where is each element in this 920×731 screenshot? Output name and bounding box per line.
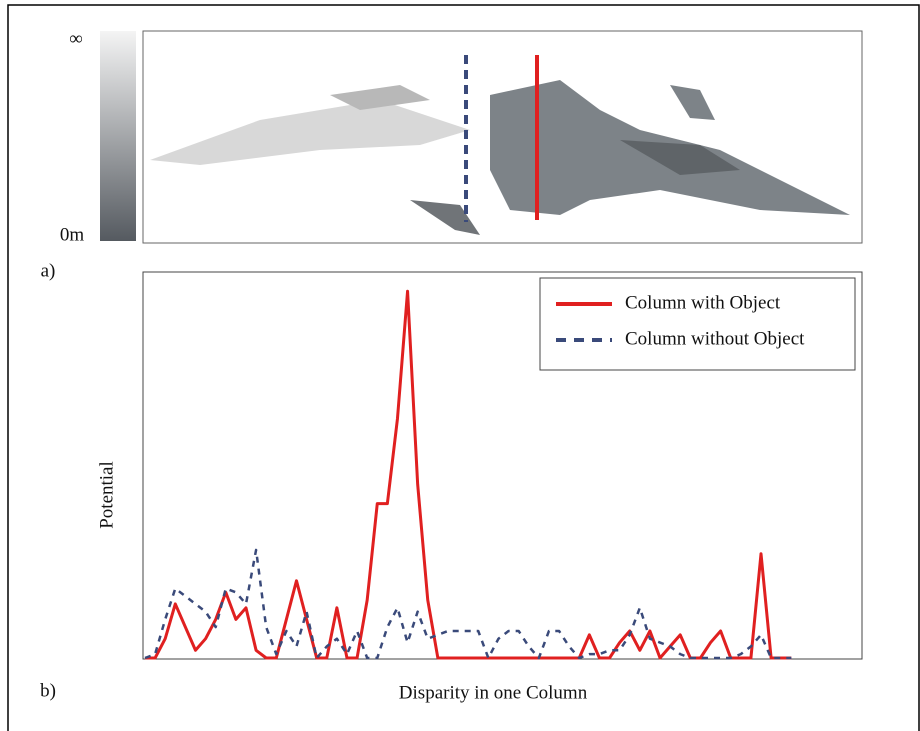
y-axis-label: Potential (96, 461, 117, 529)
figure: ∞ 0m a) b) Disparity in one Column Poten… (0, 0, 920, 731)
legend-label: Column without Object (625, 328, 805, 349)
colorbar-top: ∞ (69, 28, 83, 49)
colorbar-bottom: 0m (60, 224, 85, 245)
x-axis-label: Disparity in one Column (399, 682, 588, 703)
disparity-image (143, 31, 862, 243)
legend-label: Column with Object (625, 292, 781, 313)
panel-label: b) (40, 680, 56, 701)
colorbar (100, 31, 136, 241)
panel-label: a) (41, 260, 56, 281)
data-line (145, 550, 791, 658)
